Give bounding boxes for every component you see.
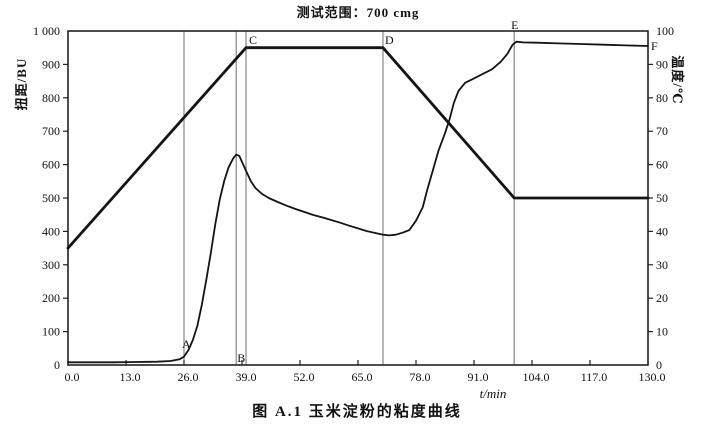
x-tick-label: 117.0 [581,370,608,384]
x-tick-label: 39.0 [236,370,257,384]
left-axis-title: 扭距/BU [14,57,29,111]
viscosity-torque-curve [67,40,649,364]
right-tick-label: 0 [656,358,662,372]
right-tick-label: 90 [656,57,668,71]
point-label-C: C [249,33,257,47]
left-tick-label: 900 [42,57,60,71]
right-tick-label: 70 [656,124,668,138]
left-tick-label: 400 [42,224,60,238]
point-label-D: D [385,33,394,47]
x-tick-label: 0.0 [65,370,80,384]
left-tick-label: 700 [42,124,60,138]
x-tick-label: 52.0 [294,370,315,384]
left-tick-label: 100 [42,325,60,339]
x-tick-label: 65.0 [352,370,373,384]
left-tick-label: 600 [42,158,60,172]
right-tick-label: 80 [656,91,668,105]
left-tick-label: 500 [42,191,60,205]
x-axis-title: t/min [479,386,507,401]
left-tick-label: 0 [54,358,60,372]
left-tick-label: 300 [42,258,60,272]
x-tick-label: 91.0 [468,370,489,384]
right-tick-label: 40 [656,224,668,238]
temperature-curve [66,46,650,250]
right-tick-label: 20 [656,291,668,305]
right-tick-label: 60 [656,158,668,172]
point-label-A: A [182,337,191,351]
point-label-E: E [511,18,518,32]
x-tick-label: 78.0 [410,370,431,384]
x-tick-label: 130.0 [639,370,666,384]
left-tick-label: 200 [42,291,60,305]
figure-caption: 图 A.1 玉米淀粉的粘度曲线 [252,404,462,420]
right-axis-title: 温度/℃ [670,55,685,105]
point-label-B: B [237,351,245,365]
left-tick-label: 1 000 [33,24,60,38]
x-tick-label: 26.0 [178,370,199,384]
right-tick-label: 30 [656,258,668,272]
x-tick-label: 13.0 [120,370,141,384]
right-tick-label: 10 [656,325,668,339]
point-label-F: F [651,39,658,53]
chart-title: 测试范围：700 cmg [296,5,420,20]
right-tick-label: 50 [656,191,668,205]
right-tick-label: 100 [656,24,674,38]
left-tick-label: 800 [42,91,60,105]
x-tick-label: 104.0 [523,370,550,384]
